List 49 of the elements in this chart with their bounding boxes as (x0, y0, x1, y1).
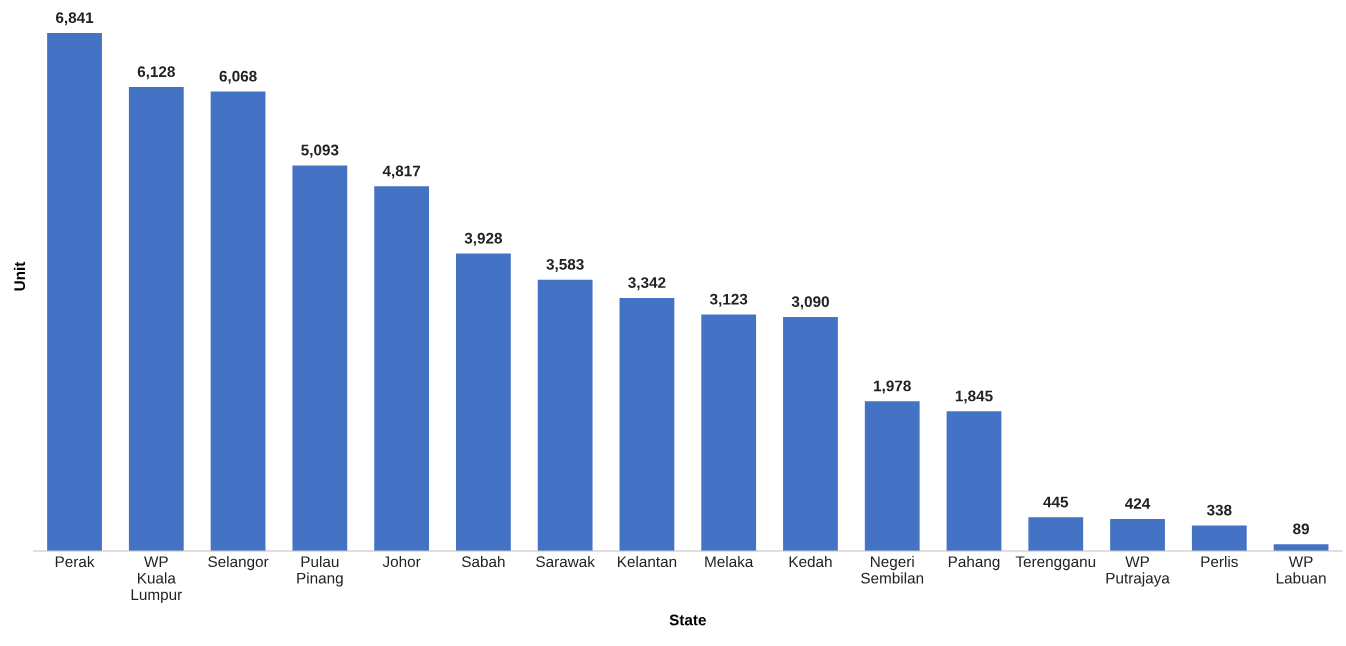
data-label: 3,123 (709, 293, 748, 307)
data-label: 338 (1206, 504, 1232, 516)
x-tick-label: Terengganu (1015, 556, 1096, 571)
data-label: 6,128 (137, 66, 175, 80)
bar (374, 186, 430, 552)
bar (946, 411, 1002, 552)
data-label: 1,978 (874, 380, 911, 394)
bar (783, 317, 838, 552)
x-tick-label: Johor (382, 555, 421, 568)
x-tick-label: WP Putrajaya (1106, 556, 1170, 587)
bar (1028, 517, 1084, 552)
x-tick-label: Selangor (208, 555, 269, 571)
x-tick-label: Perak (55, 555, 95, 568)
data-label: 3,090 (791, 296, 829, 310)
x-tick-label: Pahang (948, 555, 1000, 571)
x-tick-label: Pulau Pinang (297, 555, 343, 587)
x-tick-label: Sarawak (536, 555, 595, 568)
x-tick-label: Negeri Sembilan (861, 555, 924, 584)
data-label: 3,583 (546, 258, 584, 272)
data-label: 1,845 (955, 390, 993, 404)
x-tick-label: Kedah (789, 555, 832, 568)
x-tick-label: Sabah (461, 555, 505, 568)
data-label: 4,817 (382, 165, 421, 179)
data-label: 6,068 (219, 70, 257, 84)
bar (128, 87, 184, 552)
x-tick-label: WP Kuala Lumpur (131, 556, 182, 604)
bar (455, 253, 511, 552)
bar (701, 314, 757, 552)
x-tick-label: Melaka (705, 555, 754, 568)
bar (619, 297, 675, 552)
data-label: 6,841 (55, 12, 94, 26)
bar (292, 165, 348, 552)
data-label: 424 (1125, 498, 1151, 509)
bar (1110, 518, 1165, 552)
data-label: 3,342 (628, 277, 666, 291)
x-tick-label: Kelantan (618, 555, 677, 568)
y-axis-title: Unit (13, 261, 26, 291)
x-axis-title: State (669, 614, 706, 626)
data-label: 3,928 (464, 232, 503, 246)
data-label: 445 (1043, 496, 1069, 508)
x-tick-label: Perlis (1201, 555, 1238, 568)
data-label: 5,093 (301, 144, 339, 158)
bar (210, 91, 266, 552)
data-label: 89 (1293, 523, 1310, 535)
bar (537, 279, 593, 552)
bar (47, 33, 102, 552)
bar (1191, 525, 1247, 552)
bar (864, 401, 920, 552)
x-tick-label: WP Labuan (1276, 556, 1326, 584)
